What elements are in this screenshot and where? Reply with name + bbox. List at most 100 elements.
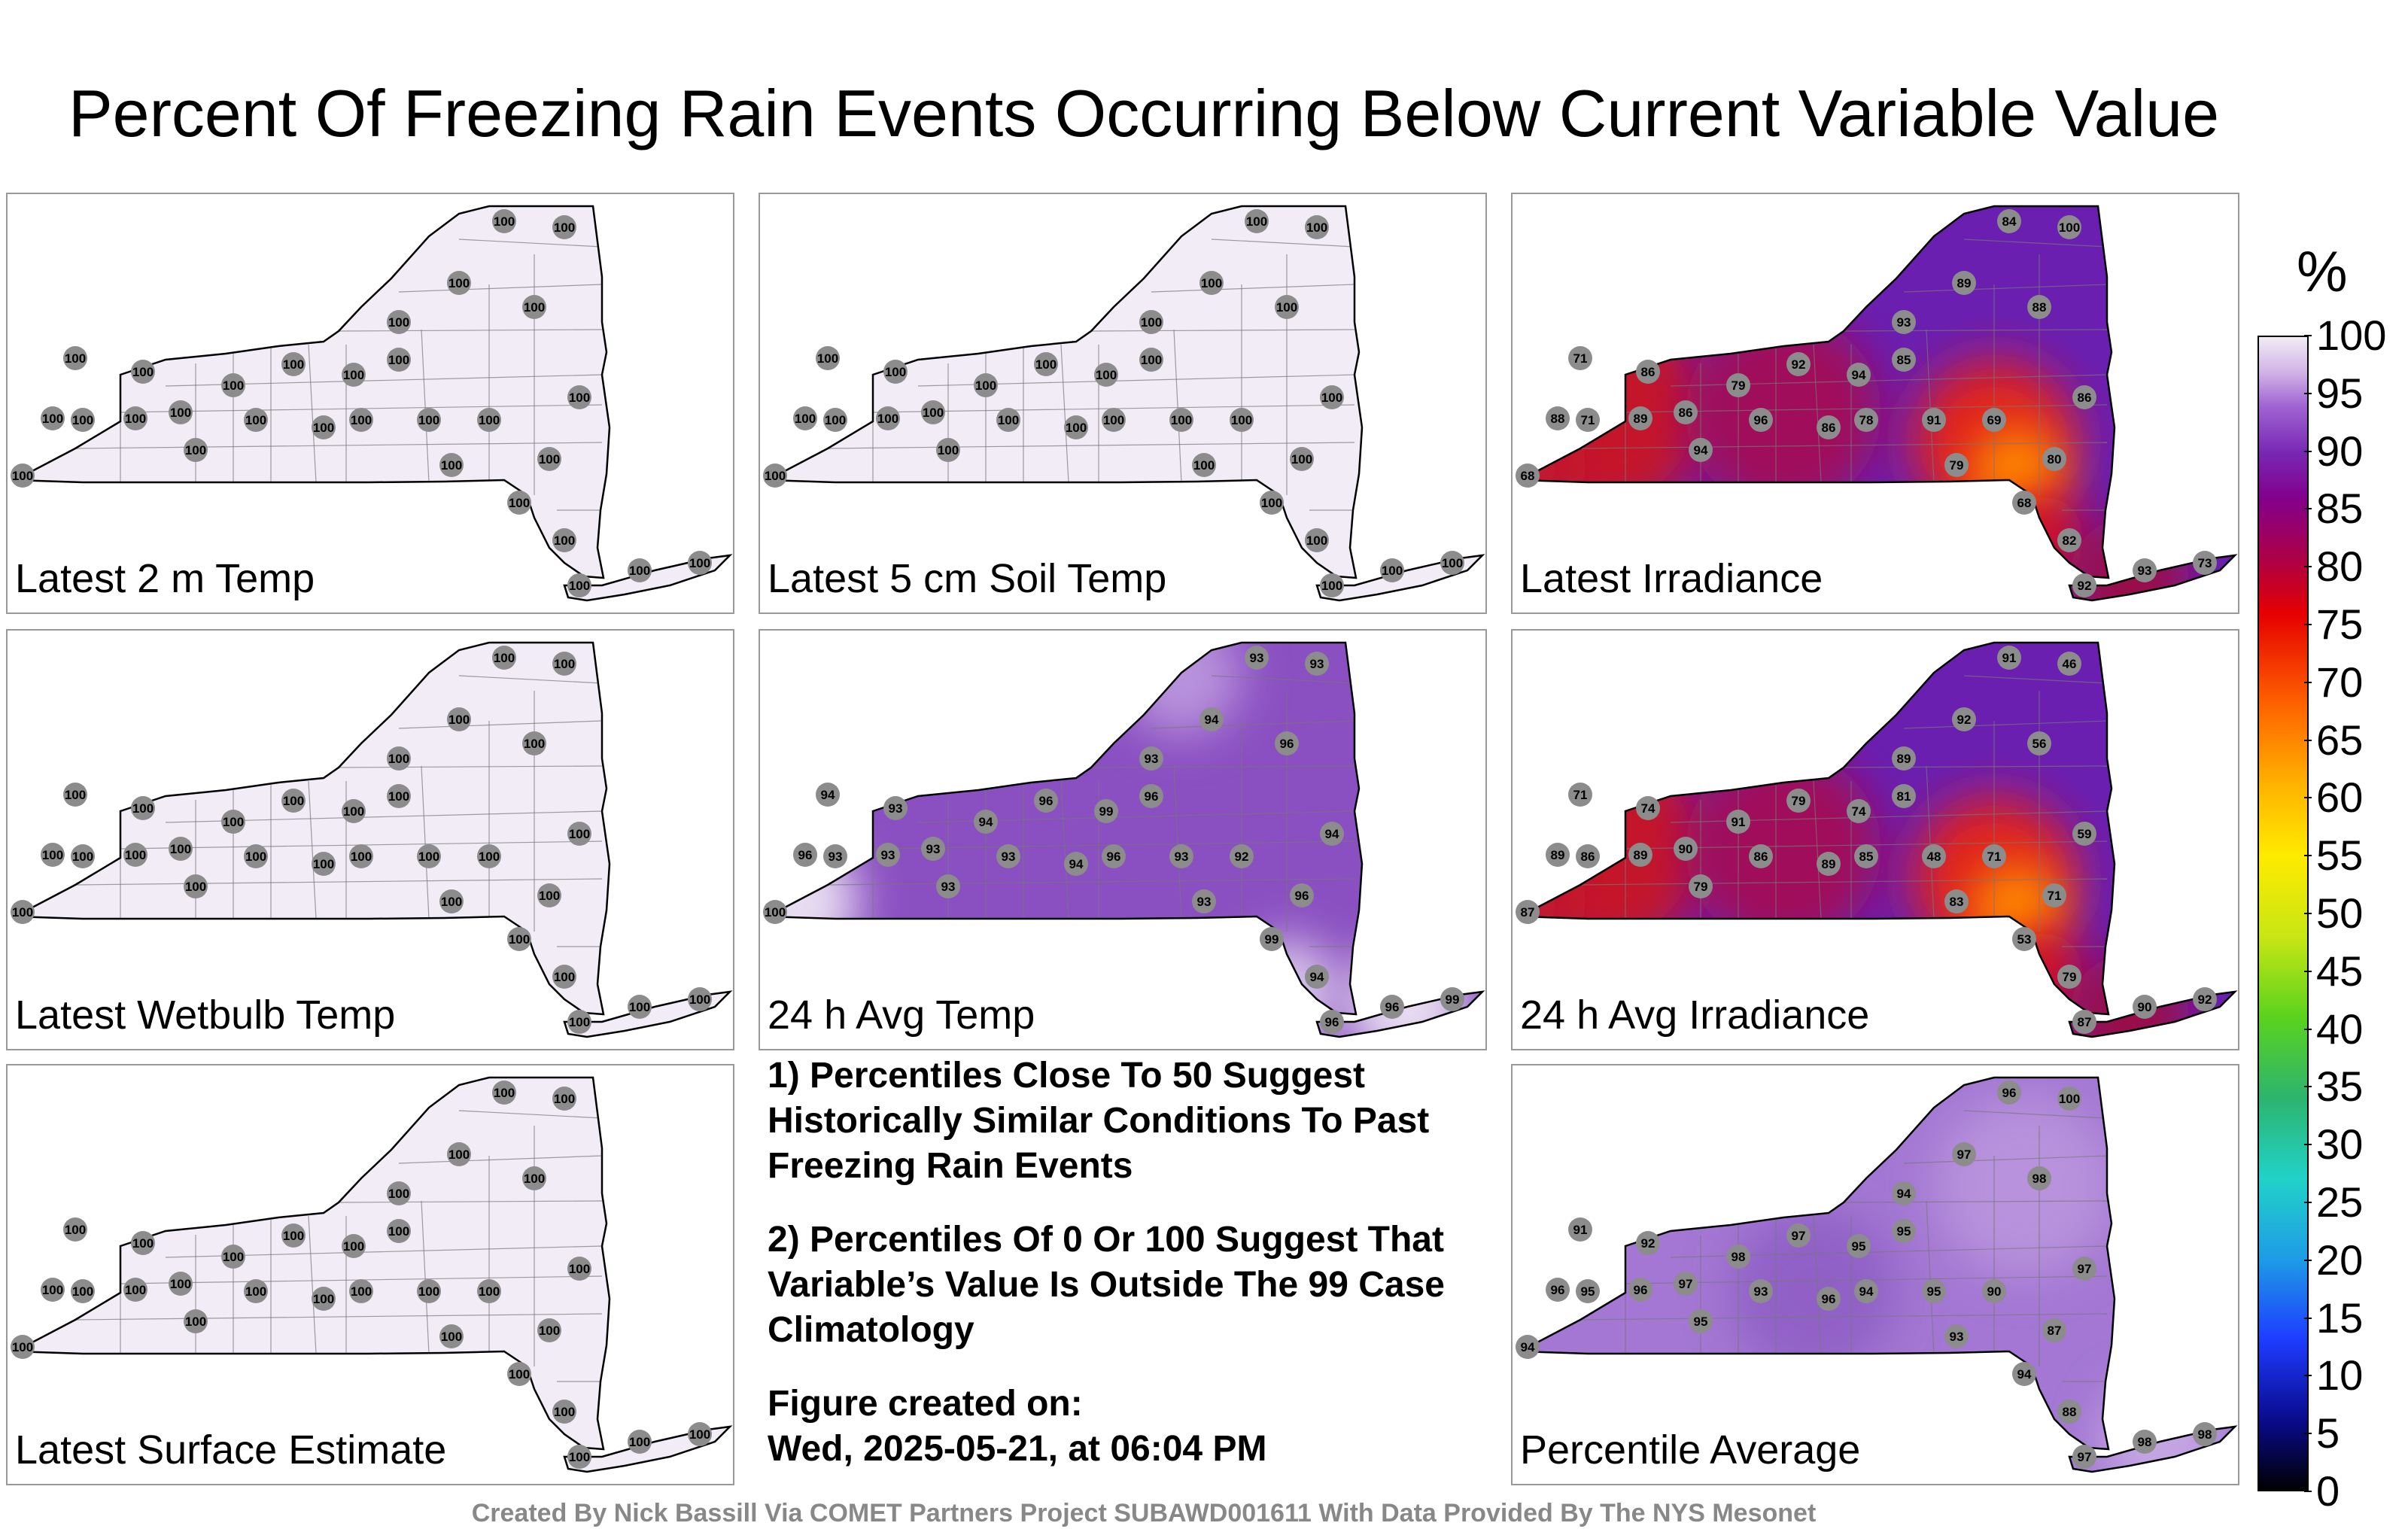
colorbar-tick-mark — [2304, 1144, 2312, 1146]
station-value: 100 — [12, 469, 33, 483]
station-value: 100 — [494, 214, 515, 229]
station-value: 94 — [1859, 1284, 1874, 1299]
county-line — [1843, 329, 2108, 332]
station-marker: 93 — [1192, 889, 1216, 913]
station-value: 100 — [351, 850, 372, 864]
station-value: 100 — [1066, 421, 1087, 435]
station-marker: 100 — [439, 889, 464, 913]
station-value: 100 — [418, 850, 439, 864]
station-value: 100 — [72, 850, 93, 864]
county-line — [1963, 239, 2108, 248]
ny-map: 68 88 71 86 71 89 86 79 92 94 93 89 84 100 88 86 91 69 80 6… — [1516, 205, 2238, 602]
station-value: 93 — [1250, 651, 1264, 665]
county-line — [1579, 878, 2108, 886]
station-value: 46 — [2063, 657, 2077, 671]
station-marker: 93 — [1305, 652, 1329, 676]
station-value: 87 — [1521, 905, 1535, 919]
station-value: 100 — [343, 368, 364, 382]
colorbar-tick-label: 70 — [2316, 658, 2364, 706]
colorbar-tick-label: 45 — [2316, 947, 2364, 995]
station-value: 100 — [223, 815, 244, 829]
station-value: 100 — [2059, 220, 2080, 235]
station-value: 96 — [1325, 1015, 1339, 1029]
station-value: 97 — [1957, 1147, 1972, 1162]
station-marker: 100 — [349, 844, 373, 868]
colorbar-tick-label: 40 — [2316, 1005, 2364, 1053]
county-line — [1813, 1215, 1822, 1354]
station-marker: 100 — [63, 783, 87, 807]
station-value: 100 — [351, 1284, 372, 1299]
panel-label: Latest 2 m Temp — [15, 556, 315, 601]
station-value: 100 — [569, 391, 590, 405]
colorbar-tick-label: 95 — [2316, 369, 2364, 417]
colorbar-tick-mark — [2304, 797, 2312, 799]
station-marker: 100 — [342, 1234, 366, 1258]
station-marker: 96 — [793, 843, 817, 867]
station-marker: 100 — [522, 295, 546, 319]
colorbar-unit: % — [2297, 240, 2348, 304]
station-marker: 87 — [1516, 900, 1540, 924]
station-value: 97 — [1792, 1229, 1806, 1243]
station-value: 100 — [795, 412, 816, 426]
station-marker: 96 — [1749, 408, 1773, 432]
station-marker: 100 — [1380, 558, 1404, 582]
station-marker: 100 — [244, 844, 268, 868]
state-outline — [764, 205, 1364, 579]
station-marker: 89 — [1546, 843, 1570, 867]
station-value: 59 — [2078, 827, 2092, 841]
station-value: 100 — [170, 406, 191, 420]
station-value: 88 — [2033, 300, 2047, 315]
station-value: 95 — [1581, 1284, 1595, 1299]
station-value: 100 — [524, 1172, 545, 1186]
station-marker: 100 — [11, 1335, 35, 1359]
station-marker: 81 — [1892, 784, 1916, 808]
station-marker: 100 — [628, 995, 652, 1019]
county-line — [1813, 780, 1822, 919]
colorbar-tick-mark — [2304, 1491, 2312, 1492]
station-value: 74 — [1852, 804, 1866, 819]
colorbar-tick-label: 85 — [2316, 485, 2364, 533]
ny-map: 100 100 100 100 100 100 100 100 100 100 100 100 100 1… — [11, 641, 733, 1038]
county-line — [308, 780, 317, 919]
station-marker: 100 — [169, 400, 193, 424]
station-value: 100 — [885, 365, 906, 379]
station-value: 100 — [418, 1284, 439, 1299]
county-line — [421, 1200, 430, 1354]
station-value: 79 — [1792, 794, 1806, 808]
station-value: 100 — [1201, 276, 1222, 290]
station-marker: 100 — [123, 406, 147, 430]
station-marker: 97 — [1674, 1272, 1698, 1296]
station-marker: 100 — [507, 927, 531, 951]
station-marker: 100 — [349, 408, 373, 432]
station-marker: 100 — [816, 346, 840, 370]
station-value: 99 — [1446, 992, 1460, 1007]
station-marker: 100 — [342, 363, 366, 387]
station-marker: 100 — [244, 408, 268, 432]
station-value: 89 — [1551, 848, 1565, 862]
station-value: 95 — [1852, 1239, 1866, 1254]
station-marker: 48 — [1922, 844, 1946, 868]
station-marker: 79 — [1689, 874, 1713, 898]
station-value: 100 — [343, 804, 364, 819]
county-line — [1211, 239, 1355, 248]
panel-label: Latest Irradiance — [1520, 556, 1823, 601]
panel-label: Latest 5 cm Soil Temp — [768, 556, 1167, 601]
station-marker: 100 — [184, 874, 208, 898]
station-value: 92 — [2078, 579, 2092, 593]
station-value: 100 — [1291, 452, 1312, 467]
station-value: 100 — [569, 579, 590, 593]
station-value: 93 — [1002, 850, 1016, 864]
station-value: 96 — [1754, 413, 1768, 427]
map-panel-2: 100 100 100 100 100 100 100 100 100 100 100 100 100 1… — [759, 193, 1487, 614]
station-marker: 90 — [2133, 995, 2157, 1019]
station-marker: 100 — [1290, 447, 1314, 471]
station-value: 94 — [1694, 443, 1708, 457]
station-value: 100 — [1035, 357, 1057, 372]
station-value: 99 — [1099, 804, 1114, 819]
station-value: 100 — [1321, 391, 1342, 405]
station-value: 86 — [1581, 850, 1595, 864]
colorbar-tick-mark — [2304, 739, 2312, 741]
station-marker: 97 — [1952, 1142, 1976, 1166]
station-marker: 86 — [1674, 400, 1698, 424]
station-marker: 100 — [387, 1181, 411, 1205]
